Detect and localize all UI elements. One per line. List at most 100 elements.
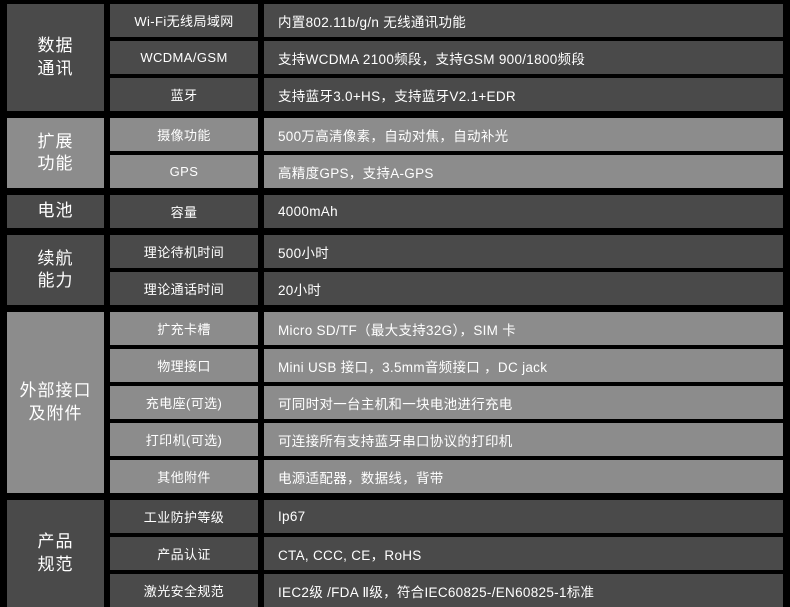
spec-key-cell: 充电座(可选) [110,386,258,419]
spec-section: 外部接口 及附件 扩充卡槽 Micro SD/TF（最大支持32G），SIM 卡物理接… [7,312,783,493]
table-row: 摄像功能 500万高清像素，自动对焦，自动补光 [110,118,783,151]
section-category-text: 外部接口 及附件 [20,380,92,425]
section-rows: 扩充卡槽 Micro SD/TF（最大支持32G），SIM 卡物理接口 Mini U… [110,312,783,493]
spec-value-cell: Ip67 [264,500,783,533]
table-row: GPS 高精度GPS，支持A-GPS [110,155,783,188]
column-divider [104,4,110,111]
section-category-text: 续航 能力 [38,248,74,293]
spec-value-cell: 电源适配器，数据线，背带 [264,460,783,493]
spec-section: 数据 通讯 Wi-Fi无线局域网 内置802.11b/g/n 无线通讯功能 WCDMA/… [7,4,783,111]
column-divider [104,118,110,188]
cell-divider [258,537,264,570]
column-divider [104,500,110,607]
section-category-line: 扩展 [37,131,74,151]
table-row: 物理接口 Mini USB 接口，3.5mm音频接口 ，DC jack [110,349,783,382]
spec-value-cell: 支持WCDMA 2100频段，支持GSM 900/1800频段 [264,41,783,74]
spec-value-cell: 500小时 [264,235,783,268]
section-category-line: 规范 [37,554,74,574]
table-row: 打印机(可选) 可连接所有支持蓝牙串口协议的打印机 [110,423,783,456]
section-category-line: 外部接口 [19,381,92,401]
cell-divider [258,312,264,345]
section-category-line: 及附件 [28,403,83,423]
spec-value-cell: 支持蓝牙3.0+HS，支持蓝牙V2.1+EDR [264,78,783,111]
table-row: 理论待机时间 500小时 [110,235,783,268]
spec-value-cell: 内置802.11b/g/n 无线通讯功能 [264,4,783,37]
spec-key-cell: 理论通话时间 [110,272,258,305]
section-rows: 工业防护等级 Ip67 产品认证 CTA, CCC, CE，RoHS 激光安全规范 IEC… [110,500,783,607]
table-row: 产品认证 CTA, CCC, CE，RoHS [110,537,783,570]
spec-value-cell: Micro SD/TF（最大支持32G），SIM 卡 [264,312,783,345]
section-category-line: 功能 [37,154,74,173]
table-row: 理论通话时间 20小时 [110,272,783,305]
spec-section: 电池 容量 4000mAh [7,195,783,228]
section-category-label: 数据 通讯 [7,4,104,111]
table-row: 扩充卡槽 Micro SD/TF（最大支持32G），SIM 卡 [110,312,783,345]
section-category-text: 扩展 功能 [38,131,74,176]
section-category-label: 外部接口 及附件 [7,312,104,493]
spec-section: 续航 能力 理论待机时间 500小时 理论通话时间 20小时 [7,235,783,305]
spec-key-cell: 物理接口 [110,349,258,382]
spec-key-cell: 产品认证 [110,537,258,570]
specification-table: 数据 通讯 Wi-Fi无线局域网 内置802.11b/g/n 无线通讯功能 WCDMA/… [7,4,783,607]
cell-divider [258,386,264,419]
section-rows: Wi-Fi无线局域网 内置802.11b/g/n 无线通讯功能 WCDMA/GSM 支… [110,4,783,111]
section-rows: 摄像功能 500万高清像素，自动对焦，自动补光 GPS 高精度GPS，支持A-GPS [110,118,783,188]
section-category-line: 能力 [37,271,74,290]
spec-key-cell: 激光安全规范 [110,574,258,607]
cell-divider [258,78,264,111]
cell-divider [258,155,264,188]
section-rows: 容量 4000mAh [110,195,783,228]
spec-key-cell: WCDMA/GSM [110,41,258,74]
spec-key-cell: 蓝牙 [110,78,258,111]
spec-key-cell: Wi-Fi无线局域网 [110,4,258,37]
cell-divider [258,500,264,533]
cell-divider [258,235,264,268]
section-category-label: 扩展 功能 [7,118,104,188]
table-row: 容量 4000mAh [110,195,783,228]
spec-value-cell: 可连接所有支持蓝牙串口协议的打印机 [264,423,783,456]
section-category-line: 电池 [37,201,74,221]
cell-divider [258,4,264,37]
spec-key-cell: 其他附件 [110,460,258,493]
column-divider [104,312,110,493]
section-category-text: 电池 [38,200,74,222]
spec-section: 产品 规范 工业防护等级 Ip67 产品认证 CTA, CCC, CE，RoHS 激光安全规… [7,500,783,607]
cell-divider [258,460,264,493]
section-category-text: 数据 通讯 [38,35,74,80]
spec-value-cell: 500万高清像素，自动对焦，自动补光 [264,118,783,151]
spec-key-cell: 打印机(可选) [110,423,258,456]
cell-divider [258,118,264,151]
cell-divider [258,272,264,305]
cell-divider [258,41,264,74]
section-category-label: 电池 [7,195,104,228]
section-category-line: 数据 [37,36,74,56]
spec-key-cell: 工业防护等级 [110,500,258,533]
table-row: WCDMA/GSM 支持WCDMA 2100频段，支持GSM 900/1800频段 [110,41,783,74]
section-category-text: 产品 规范 [38,531,74,576]
section-category-line: 续航 [37,248,74,268]
section-category-label: 产品 规范 [7,500,104,607]
table-row: Wi-Fi无线局域网 内置802.11b/g/n 无线通讯功能 [110,4,783,37]
spec-value-cell: 20小时 [264,272,783,305]
spec-key-cell: 扩充卡槽 [110,312,258,345]
spec-key-cell: GPS [110,155,258,188]
cell-divider [258,349,264,382]
section-category-line: 产品 [37,532,74,552]
section-rows: 理论待机时间 500小时 理论通话时间 20小时 [110,235,783,305]
section-category-label: 续航 能力 [7,235,104,305]
table-row: 工业防护等级 Ip67 [110,500,783,533]
spec-key-cell: 理论待机时间 [110,235,258,268]
spec-section: 扩展功能 摄像功能 500万高清像素，自动对焦，自动补光 GPS 高精度GPS，支持A-… [7,118,783,188]
spec-key-cell: 容量 [110,195,258,228]
cell-divider [258,423,264,456]
table-row: 蓝牙 支持蓝牙3.0+HS，支持蓝牙V2.1+EDR [110,78,783,111]
table-row: 其他附件 电源适配器，数据线，背带 [110,460,783,493]
spec-value-cell: 高精度GPS，支持A-GPS [264,155,783,188]
section-category-line: 通讯 [37,58,74,78]
spec-value-cell: Mini USB 接口，3.5mm音频接口 ，DC jack [264,349,783,382]
spec-value-cell: 4000mAh [264,195,783,228]
column-divider [104,195,110,228]
spec-value-cell: 可同时对一台主机和一块电池进行充电 [264,386,783,419]
cell-divider [258,195,264,228]
table-row: 充电座(可选) 可同时对一台主机和一块电池进行充电 [110,386,783,419]
